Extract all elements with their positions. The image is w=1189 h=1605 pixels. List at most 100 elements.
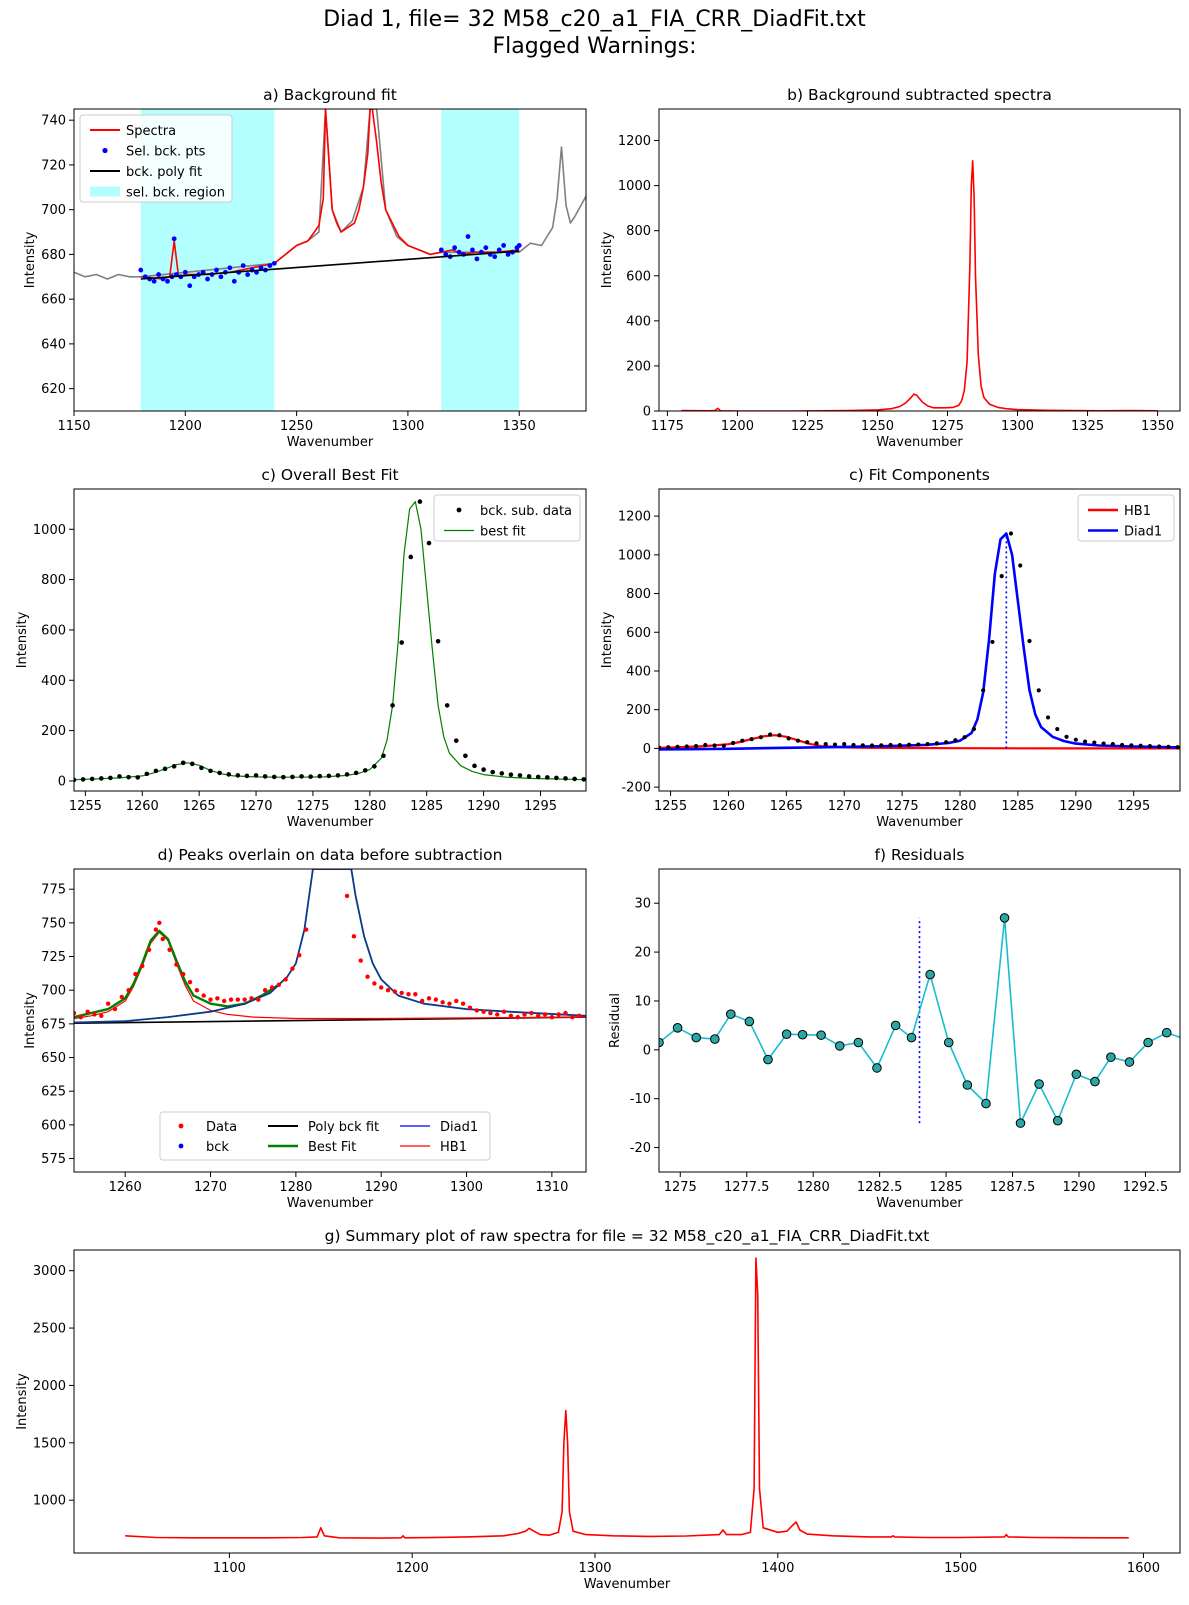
selected-bck-point <box>516 243 522 248</box>
residual-point <box>1106 1052 1116 1062</box>
data-point <box>379 985 384 990</box>
data-point <box>693 743 699 749</box>
data-point <box>570 1014 575 1020</box>
data-point <box>925 742 930 747</box>
data-point <box>228 997 234 1002</box>
data-point <box>684 744 689 749</box>
data-point <box>1082 739 1088 744</box>
data-point <box>187 979 193 985</box>
residual-point <box>962 1080 973 1090</box>
bck-sub-data-point <box>472 763 477 769</box>
data-point <box>181 971 186 977</box>
bck-sub-data-point <box>262 774 268 779</box>
bck-sub-data-point <box>453 738 459 743</box>
plot-area-b <box>681 160 1158 411</box>
data-point <box>1055 726 1060 732</box>
y-tick-label-a: 700 <box>41 203 66 218</box>
x-tick-label-b: 1225 <box>791 419 824 434</box>
y-tick-label-d: 650 <box>41 1051 66 1066</box>
data-point <box>157 920 162 926</box>
legend-key-sel-pts <box>102 147 108 154</box>
residual-point <box>781 1029 792 1039</box>
data-point <box>549 1014 555 1020</box>
data-point <box>1092 740 1097 745</box>
bck-sub-data-point <box>99 776 104 781</box>
data-point <box>447 1001 452 1006</box>
y-tick-label-c1: 0 <box>58 774 66 789</box>
x-tick-label-b: 1325 <box>1071 419 1104 434</box>
data-point <box>515 1014 520 1020</box>
y-tick-label-c2: 800 <box>626 587 651 602</box>
legend-label-c2: HB1 <box>1124 504 1151 519</box>
residual-point <box>943 1037 954 1048</box>
data-point <box>256 997 261 1002</box>
data-point <box>786 736 791 741</box>
y-tick-label-b: 0 <box>643 405 651 420</box>
selected-bck-point <box>214 267 219 273</box>
bck-sub-data-point <box>217 770 222 776</box>
x-tick-label-g: 1400 <box>761 1561 794 1576</box>
data-point <box>399 990 404 996</box>
x-tick-label-g: 1600 <box>1127 1561 1160 1576</box>
x-tick-label-d: 1300 <box>450 1180 483 1195</box>
legend-key-data <box>456 507 462 513</box>
bck-sub-data-point <box>572 776 577 782</box>
x-axis-label-c2: Wavenumber <box>876 815 963 830</box>
bck-sub-data-point <box>208 768 213 774</box>
data-point <box>194 988 200 993</box>
bck-sub-data-point <box>581 777 586 782</box>
data-point <box>406 992 411 997</box>
selected-bck-point <box>501 243 507 248</box>
bck-sub-data-point <box>563 776 568 781</box>
y-tick-label-c1: 1000 <box>33 523 66 538</box>
data-point <box>703 742 708 748</box>
best-fit-line <box>74 929 280 1019</box>
legend-label-d: bck <box>206 1140 229 1155</box>
legend-label-d: HB1 <box>440 1140 467 1155</box>
y-tick-label-f: 10 <box>634 994 651 1009</box>
y-tick-label-c2: 200 <box>626 703 651 718</box>
y-tick-label-f: -10 <box>630 1092 651 1107</box>
diad1-component-line <box>659 532 1180 751</box>
bck-sub-data-point <box>290 774 295 780</box>
data-point <box>962 735 967 740</box>
bck-sub-data-point <box>490 769 496 775</box>
data-point <box>730 740 736 746</box>
x-tick-label-c2: 1290 <box>1059 799 1092 814</box>
data-point <box>906 742 912 747</box>
data-point <box>78 1014 84 1020</box>
data-point <box>488 1010 493 1016</box>
x-axis-label-g: Wavenumber <box>584 1577 671 1592</box>
y-tick-label-c1: 600 <box>41 623 66 638</box>
x-axis-label-f: Wavenumber <box>876 1196 963 1211</box>
x-tick-label-c2: 1270 <box>828 799 861 814</box>
bck-sub-data-point <box>499 771 505 776</box>
chart-title-b: b) Background subtracted spectra <box>787 86 1052 104</box>
data-point <box>860 743 865 748</box>
legend-label-c2: Diad1 <box>1124 525 1162 540</box>
axes-frame-g <box>73 1249 1181 1554</box>
bck-sub-data-point <box>153 768 159 774</box>
data-point <box>1129 743 1134 748</box>
residual-point <box>725 1009 736 1019</box>
bck-sub-data-point <box>399 640 404 645</box>
axes-frame-c2 <box>658 488 1181 792</box>
background-region <box>441 109 520 411</box>
data-point <box>460 1001 466 1006</box>
data-point <box>385 988 391 993</box>
selected-bck-point <box>245 272 251 277</box>
subplot-f: 1275 1277.5 1280 1282.5 1285 1287.5 1290 1292.5… <box>608 846 1181 1211</box>
x-tick-label-a: 1200 <box>169 419 202 434</box>
bck-sub-data-point <box>381 753 386 759</box>
data-point <box>536 1013 541 1018</box>
data-point <box>419 998 425 1004</box>
bck-sub-data-point <box>353 770 359 776</box>
data-point <box>392 989 398 994</box>
bck-sub-data-point <box>326 773 332 779</box>
residual-point <box>834 1041 845 1051</box>
x-tick-label-f: 1287.5 <box>990 1180 1036 1195</box>
data-point <box>358 958 363 963</box>
legend-label-d: Data <box>206 1120 237 1135</box>
raw-spectrum-line <box>125 1257 1129 1539</box>
